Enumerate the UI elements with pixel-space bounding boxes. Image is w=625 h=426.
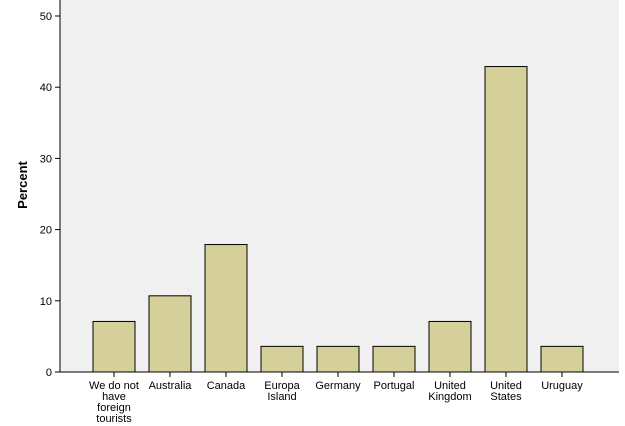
y-tick-label: 20 <box>40 225 52 237</box>
bar <box>372 345 416 373</box>
y-ticks: 0 10 20 30 40 50 <box>40 11 60 379</box>
x-tick-label: foreign <box>97 402 131 414</box>
bar <box>204 244 248 373</box>
x-tick-label: Island <box>267 391 296 403</box>
bar <box>484 66 528 373</box>
bar <box>540 345 584 373</box>
x-tick-label: United <box>434 380 466 392</box>
y-axis-label: Percent <box>15 160 30 208</box>
x-tick-label: Australia <box>149 380 193 392</box>
bar <box>260 345 304 373</box>
x-tick-label: Canada <box>207 380 246 392</box>
x-tick-label: We do not <box>89 380 139 392</box>
y-tick-label: 50 <box>40 11 52 23</box>
bar <box>92 320 136 373</box>
x-tick-label: Portugal <box>374 380 415 392</box>
bar <box>148 295 192 373</box>
y-tick-label: 40 <box>40 82 52 94</box>
x-tick-label: Europa <box>264 380 300 392</box>
bars <box>92 66 584 373</box>
x-tick-label: Kingdom <box>428 391 471 403</box>
y-tick-label: 30 <box>40 153 52 165</box>
bar <box>316 345 360 373</box>
x-tick-label: Uruguay <box>541 380 583 392</box>
x-tick-label: have <box>102 391 126 403</box>
x-tick-label: United <box>490 380 522 392</box>
x-tick-label: States <box>490 391 522 403</box>
x-tick-label: Germany <box>315 380 361 392</box>
bar <box>428 320 472 373</box>
plot-area <box>60 0 619 372</box>
y-tick-label: 10 <box>40 296 52 308</box>
x-tick-label: tourists <box>96 413 132 425</box>
y-tick-label: 0 <box>46 367 52 379</box>
